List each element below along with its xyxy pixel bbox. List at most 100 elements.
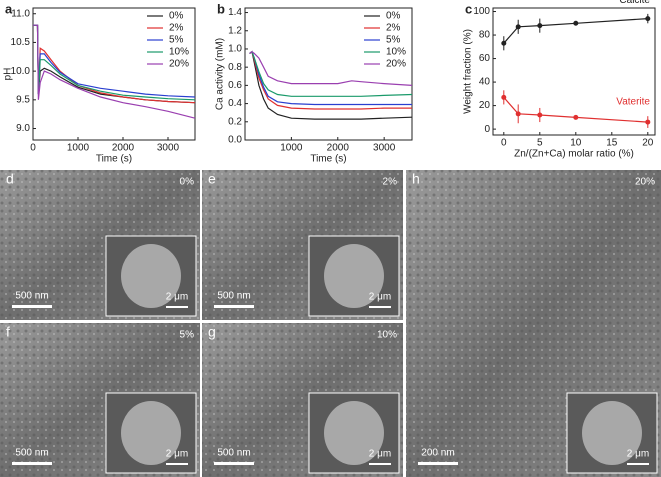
series-line — [249, 50, 413, 120]
scale-label: 500 nm — [15, 448, 48, 459]
panel-label: b — [217, 1, 225, 16]
inset-particle — [582, 401, 642, 465]
point — [645, 16, 651, 22]
point — [645, 119, 651, 125]
legend-label: 2% — [169, 23, 184, 34]
y-tick-label: 0.4 — [228, 98, 242, 109]
y-tick-label: 80 — [479, 30, 491, 41]
inset-scale-label: 2 μm — [627, 449, 649, 460]
inset-scale-label: 2 μm — [369, 292, 391, 303]
inset-particle — [121, 401, 181, 465]
y-tick-label: 9.5 — [16, 94, 30, 105]
plot-frame — [244, 7, 413, 141]
inset-particle — [324, 401, 384, 465]
inset-scale-label: 2 μm — [166, 449, 188, 460]
point — [501, 94, 507, 100]
inset-scale-label: 2 μm — [166, 292, 188, 303]
inset-scale-bar — [166, 306, 188, 308]
point — [537, 112, 543, 118]
series-line — [249, 50, 413, 86]
legend-label: 0% — [386, 11, 401, 22]
legend-label: 0% — [169, 11, 184, 22]
x-tick-label: 20 — [642, 138, 654, 149]
inset-particle — [121, 244, 181, 308]
point — [515, 24, 521, 30]
legend-label: 10% — [386, 47, 406, 58]
panel-tag: 2% — [383, 177, 398, 188]
legend-label: 5% — [386, 35, 401, 46]
y-tick-label: 100 — [473, 6, 490, 17]
y-tick-label: 0.2 — [228, 116, 242, 127]
scale-label: 500 nm — [217, 291, 250, 302]
legend-label: 2% — [386, 23, 401, 34]
y-tick-label: 0.8 — [228, 62, 242, 73]
x-tick-label: 1000 — [280, 143, 303, 154]
inset-scale-bar — [166, 463, 188, 465]
point — [515, 111, 521, 117]
point — [537, 23, 543, 29]
x-tick-label: 2000 — [112, 143, 135, 154]
scale-label: 500 nm — [217, 448, 250, 459]
panel-tag: 10% — [377, 330, 397, 341]
scale-bar — [214, 305, 254, 308]
y-axis-label: Weight fraction (%) — [463, 29, 474, 114]
inset-scale-bar — [369, 463, 391, 465]
panel-label: d — [6, 171, 14, 187]
x-tick-label: 5 — [537, 138, 543, 149]
scale-label: 500 nm — [15, 291, 48, 302]
panel-label: g — [208, 324, 216, 340]
y-tick-label: 10.0 — [11, 66, 31, 77]
panel-label: c — [465, 1, 472, 16]
y-tick-label: 0 — [484, 124, 490, 135]
x-axis-label: Time (s) — [96, 154, 132, 165]
panel-label: h — [412, 171, 420, 187]
x-tick-label: 3000 — [373, 143, 396, 154]
point — [573, 20, 579, 26]
scale-bar — [12, 305, 52, 308]
legend-label: 10% — [169, 47, 189, 58]
series-line — [249, 50, 413, 97]
inset-scale-label: 2 μm — [369, 449, 391, 460]
panel-label: a — [5, 1, 13, 16]
series-label: Calcite — [619, 0, 650, 6]
y-tick-label: 60 — [479, 53, 491, 64]
series-label: Vaterite — [616, 97, 650, 108]
panel-tag: 0% — [180, 177, 195, 188]
y-tick-label: 10.5 — [11, 37, 31, 48]
x-tick-label: 15 — [606, 138, 618, 149]
y-tick-label: 1.0 — [228, 44, 242, 55]
plot-frame — [32, 7, 196, 141]
legend-label: 5% — [169, 35, 184, 46]
y-axis-label: Ca activity (mM) — [215, 38, 226, 110]
x-axis-label: Zn/(Zn+Ca) molar ratio (%) — [514, 149, 634, 160]
scale-bar — [214, 462, 254, 465]
legend-label: 20% — [169, 59, 189, 70]
y-axis-label: pH — [3, 68, 14, 81]
scale-bar — [418, 462, 458, 465]
series-line — [33, 24, 196, 119]
inset-scale-bar — [369, 306, 391, 308]
y-tick-label: 20 — [479, 100, 491, 111]
panel-label: e — [208, 171, 216, 187]
y-tick-label: 9.0 — [16, 123, 30, 134]
scale-label: 200 nm — [421, 448, 454, 459]
y-tick-label: 0.6 — [228, 80, 242, 91]
y-tick-label: 1.4 — [228, 7, 242, 18]
y-tick-label: 1.2 — [228, 25, 242, 36]
x-tick-label: 2000 — [327, 143, 350, 154]
x-axis-label: Time (s) — [310, 154, 346, 165]
scale-bar — [12, 462, 52, 465]
x-tick-label: 3000 — [157, 143, 180, 154]
x-tick-label: 0 — [501, 138, 507, 149]
y-tick-label: 40 — [479, 77, 491, 88]
x-tick-label: 10 — [570, 138, 582, 149]
x-tick-label: 0 — [30, 143, 36, 154]
inset-particle — [324, 244, 384, 308]
point — [573, 114, 579, 120]
inset-scale-bar — [627, 463, 649, 465]
y-tick-label: 11.0 — [11, 8, 30, 19]
legend-label: 20% — [386, 59, 406, 70]
plot-frame — [492, 7, 656, 136]
x-tick-label: 1000 — [67, 143, 90, 154]
